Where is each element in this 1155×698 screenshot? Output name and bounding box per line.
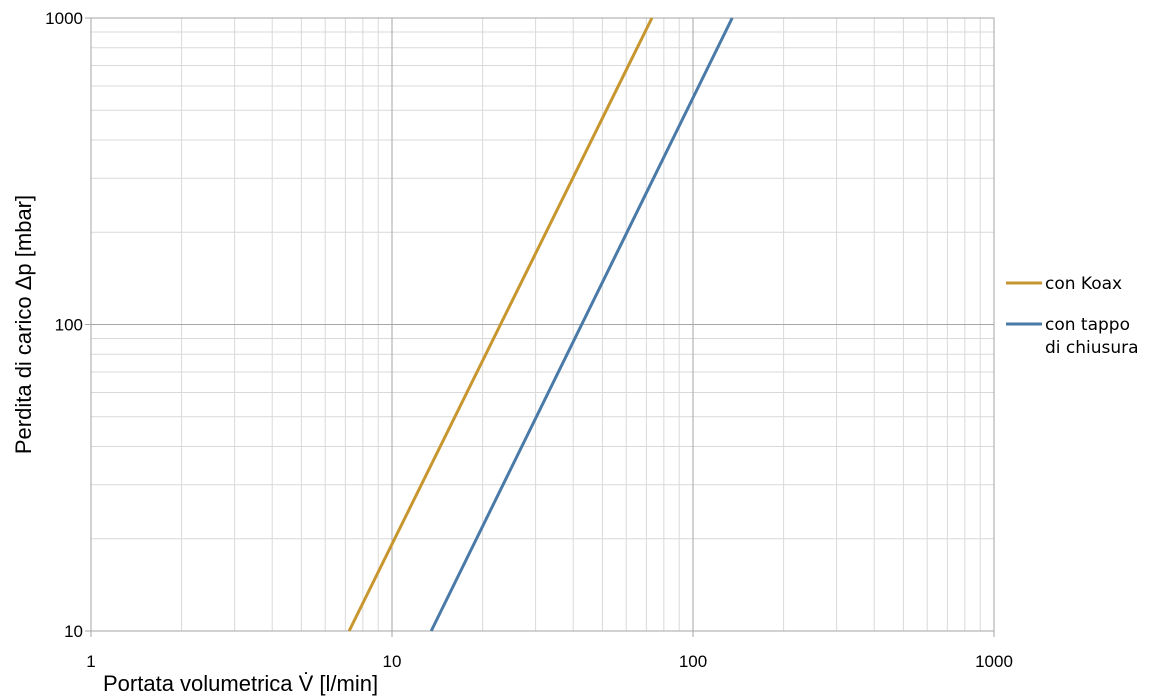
x-tick-labels: 1 10 100 1000 — [86, 652, 1013, 671]
legend-label-line: di chiusura — [1045, 338, 1139, 358]
y-axis-title: Perdita di carico Δp [mbar] — [11, 195, 36, 454]
legend: con Koax con tappo di chiusura — [1006, 274, 1139, 358]
y-tick-labels: 10 100 1000 — [45, 9, 83, 641]
x-tick-label: 1000 — [975, 652, 1013, 671]
x-tick-label: 10 — [383, 652, 402, 671]
series-layer — [347, 17, 734, 632]
x-tick-label: 1 — [86, 652, 95, 671]
y-tick-label: 100 — [55, 316, 83, 335]
x-axis-title: Portata volumetrica V̇ [l/min] — [103, 671, 378, 696]
series-line-2 — [429, 17, 734, 632]
legend-label-2: con tappo di chiusura — [1045, 315, 1139, 358]
legend-label-line: con Koax — [1045, 274, 1122, 294]
plot-frame — [90, 17, 995, 632]
legend-label-line: con tappo — [1045, 315, 1130, 335]
grid — [85, 17, 995, 637]
series-line-1 — [347, 17, 654, 632]
legend-label-1: con Koax — [1045, 274, 1122, 294]
y-tick-label: 10 — [64, 622, 83, 641]
y-tick-label: 1000 — [45, 9, 83, 28]
x-tick-label: 100 — [679, 652, 707, 671]
